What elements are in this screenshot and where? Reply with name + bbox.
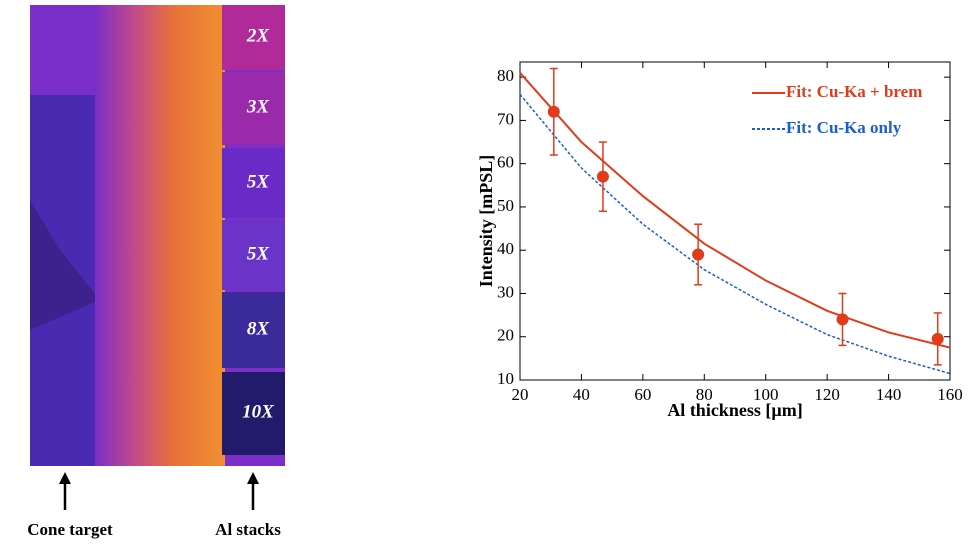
y-tick-label: 50 <box>497 196 514 215</box>
legend-label: Fit: Cu-Ka + brem <box>786 82 922 101</box>
x-tick-label: 40 <box>573 385 590 404</box>
stack-label: 8X <box>247 318 271 339</box>
x-tick-label: 120 <box>814 385 840 404</box>
data-point <box>596 170 609 183</box>
annotation: Al stacks <box>215 520 281 539</box>
data-point <box>836 313 849 326</box>
stack-label: 2X <box>246 25 271 46</box>
legend-label: Fit: Cu-Ka only <box>786 118 902 137</box>
annotation: Cone target <box>27 520 113 539</box>
y-tick-label: 30 <box>497 282 514 301</box>
x-tick-label: 20 <box>512 385 529 404</box>
stack-label: 5X <box>247 171 271 192</box>
y-tick-label: 40 <box>497 239 514 258</box>
x-tick-label: 140 <box>876 385 902 404</box>
data-point <box>547 105 560 118</box>
x-tick-label: 60 <box>634 385 651 404</box>
stack-label: 3X <box>246 96 271 117</box>
y-tick-label: 70 <box>497 109 514 128</box>
y-tick-label: 20 <box>497 326 514 345</box>
y-axis-label: Intensity [mPSL] <box>476 155 496 288</box>
plot-frame <box>519 61 951 381</box>
stack-label: 5X <box>247 243 271 264</box>
data-point <box>692 248 705 261</box>
y-tick-label: 80 <box>497 66 514 85</box>
x-tick-label: 80 <box>696 385 713 404</box>
x-tick-label: 100 <box>753 385 779 404</box>
fit-line <box>519 72 951 349</box>
data-point <box>931 332 944 345</box>
arrows <box>59 472 259 510</box>
y-tick-label: 10 <box>497 369 514 388</box>
x-tick-label: 160 <box>937 385 963 404</box>
y-tick-label: 60 <box>497 153 514 172</box>
xray-image <box>30 5 285 466</box>
x-axis-label: Al thickness [µm] <box>667 400 802 420</box>
stack-label: 10X <box>242 401 275 422</box>
fit-line <box>519 93 951 375</box>
